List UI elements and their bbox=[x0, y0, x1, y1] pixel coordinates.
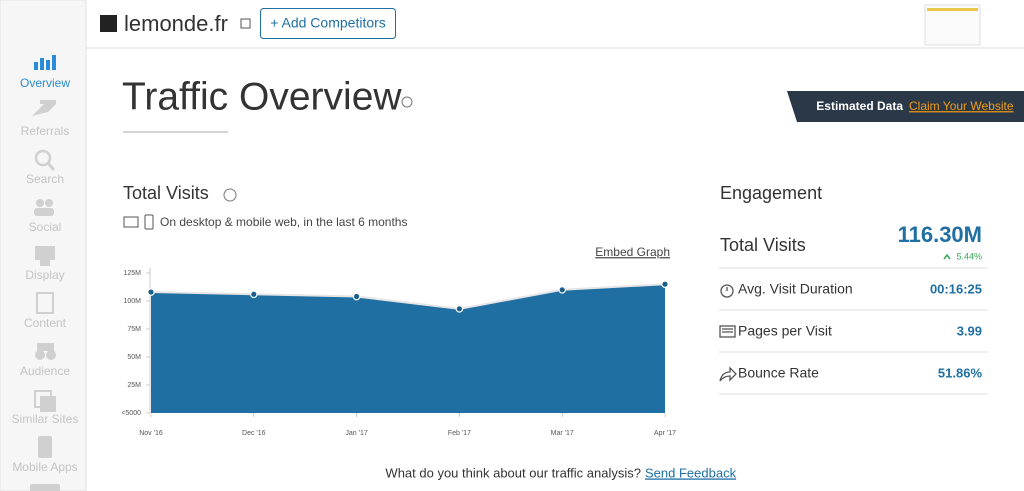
claim-link[interactable]: Claim Your Website bbox=[909, 99, 1014, 113]
up-arrow bbox=[943, 253, 951, 260]
y-tick-label: 25M bbox=[127, 382, 141, 389]
y-tick-label: 100M bbox=[123, 298, 141, 305]
metric-label: Bounce Rate bbox=[738, 365, 819, 381]
add-competitors-button[interactable] bbox=[260, 8, 396, 39]
info-icon[interactable] bbox=[401, 96, 413, 108]
total-visits-label: Total Visits bbox=[720, 235, 806, 255]
x-tick-label: Dec '16 bbox=[242, 430, 266, 437]
nav-item[interactable]: Similar Sites bbox=[12, 412, 79, 426]
metric-label: Pages per Visit bbox=[738, 323, 832, 339]
nav-item[interactable]: Mobile Apps bbox=[12, 460, 77, 474]
data-point[interactable] bbox=[455, 305, 464, 313]
engagement-title: Engagement bbox=[720, 183, 822, 203]
x-tick-label: Apr '17 bbox=[654, 430, 676, 437]
nav-item[interactable]: Referrals bbox=[21, 124, 70, 138]
x-tick-label: Nov '16 bbox=[139, 430, 163, 437]
site-name: lemonde.fr bbox=[124, 11, 228, 36]
data-point[interactable] bbox=[661, 280, 669, 289]
info-icon[interactable] bbox=[223, 188, 237, 202]
nav-item[interactable]: Overview bbox=[20, 76, 70, 90]
row-icons bbox=[719, 284, 737, 382]
x-tick-label: Jan '17 bbox=[345, 430, 367, 437]
metric-value: 00:16:25 bbox=[930, 281, 982, 296]
metric-value: 51.86% bbox=[938, 365, 983, 380]
embed-graph-link[interactable]: Embed Graph bbox=[595, 245, 670, 259]
nav-item[interactable]: Audience bbox=[20, 364, 70, 378]
site-logo bbox=[100, 15, 117, 32]
nav-item[interactable]: Content bbox=[24, 316, 67, 330]
metric-label: Avg. Visit Duration bbox=[738, 281, 853, 297]
area-line bbox=[150, 283, 666, 310]
feedback-text: What do you think about our traffic anal… bbox=[385, 465, 641, 480]
page-title: Traffic Overview bbox=[122, 75, 402, 118]
row-dividers bbox=[719, 267, 988, 395]
x-tick-label: Mar '17 bbox=[551, 430, 574, 437]
data-point[interactable] bbox=[147, 288, 155, 296]
chart-subtitle: On desktop & mobile web, in the last 6 m… bbox=[160, 215, 407, 229]
x-tick-label: Feb '17 bbox=[448, 430, 471, 437]
y-tick-label: 125M bbox=[123, 270, 141, 277]
thumbnail-bar bbox=[927, 8, 978, 11]
y-tick-label: 50M bbox=[127, 354, 141, 361]
estimated-banner bbox=[787, 91, 1024, 122]
data-point[interactable] bbox=[352, 292, 361, 301]
nav-item[interactable]: Search bbox=[26, 172, 64, 186]
sidebar-icons bbox=[30, 55, 60, 491]
feedback-link[interactable]: Send Feedback bbox=[645, 465, 737, 480]
mobile-icon bbox=[144, 214, 154, 230]
data-point[interactable] bbox=[250, 290, 258, 299]
area bbox=[151, 284, 665, 413]
y-tick-label: 75M bbox=[127, 326, 141, 333]
nav-item[interactable]: Display bbox=[25, 268, 64, 282]
add-competitors-label[interactable]: + Add Competitors bbox=[270, 15, 386, 31]
external-link-icon[interactable] bbox=[240, 18, 251, 29]
chart-title: Total Visits bbox=[123, 183, 209, 203]
desktop-icon bbox=[123, 216, 139, 228]
y-tick-label: <5000 bbox=[121, 410, 141, 417]
thumbnail[interactable] bbox=[924, 4, 981, 46]
total-visits-value: 116.30M bbox=[898, 222, 982, 247]
total-visits-change: 5.44% bbox=[956, 251, 982, 261]
data-point[interactable] bbox=[558, 285, 567, 294]
nav-item[interactable]: Social bbox=[29, 220, 62, 234]
banner-label: Estimated Data bbox=[816, 99, 903, 113]
metric-value: 3.99 bbox=[957, 323, 982, 338]
